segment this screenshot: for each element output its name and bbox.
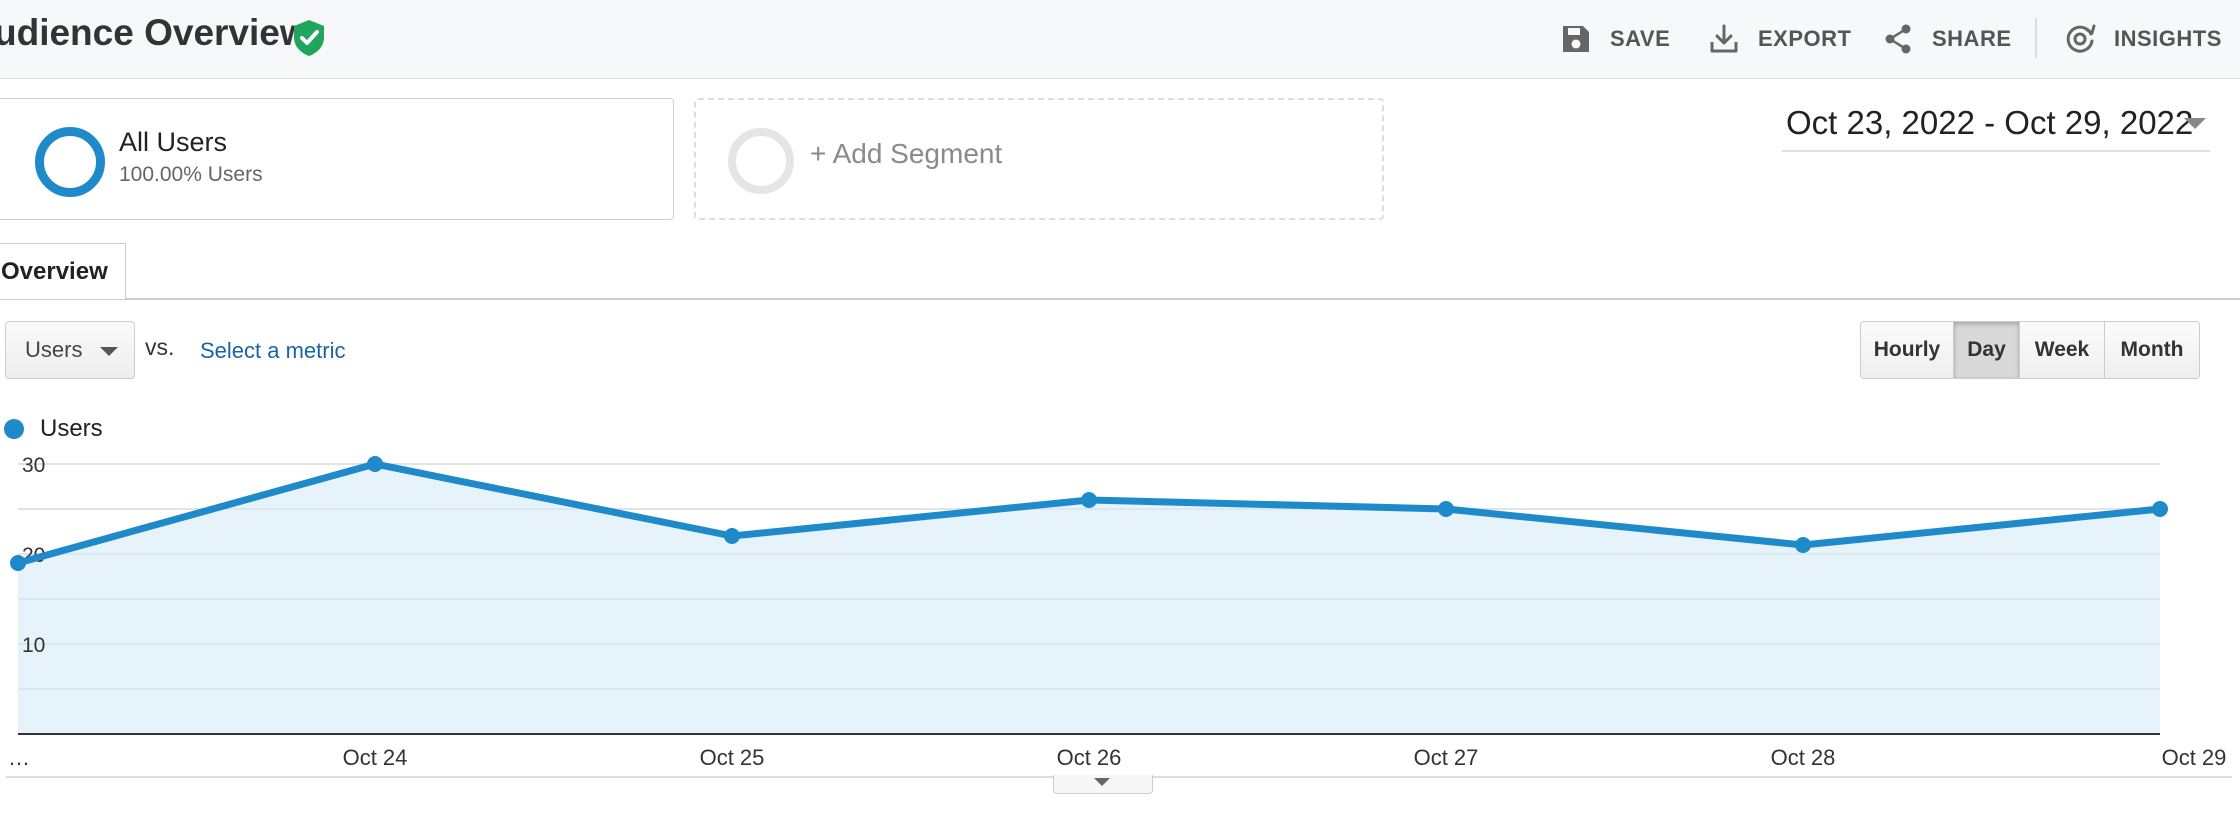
series-area bbox=[18, 464, 2160, 734]
segment-percentage: 100.00% Users bbox=[119, 163, 263, 186]
y-tick-label: 30 bbox=[22, 455, 45, 477]
tab-divider bbox=[0, 298, 2240, 300]
tab-label: Overview bbox=[1, 258, 108, 285]
data-point bbox=[1081, 492, 1097, 508]
hourly-button[interactable]: Hourly bbox=[1861, 322, 1954, 378]
add-segment-label: + Add Segment bbox=[810, 138, 1003, 169]
data-point bbox=[1795, 537, 1811, 553]
save-button[interactable]: SAVE bbox=[1560, 20, 1670, 58]
segment-name: All Users bbox=[119, 127, 228, 157]
legend-label: Users bbox=[40, 415, 103, 442]
segment-all-users[interactable]: All Users 100.00% Users bbox=[0, 98, 674, 220]
day-button[interactable]: Day bbox=[1954, 322, 2020, 378]
insights-label: INSIGHTS bbox=[2114, 26, 2222, 51]
legend-marker bbox=[4, 419, 24, 439]
month-button[interactable]: Month bbox=[2105, 322, 2199, 378]
chevron-down-icon bbox=[1094, 778, 1110, 786]
share-label: SHARE bbox=[1932, 26, 2012, 51]
x-tick-label: Oct 28 bbox=[1771, 745, 1836, 770]
chevron-down-icon bbox=[2184, 118, 2206, 129]
export-icon bbox=[1710, 24, 1738, 53]
page-title: udience Overview bbox=[0, 12, 309, 53]
x-tick-label: Oct 26 bbox=[1057, 745, 1122, 770]
data-point bbox=[1438, 501, 1454, 517]
vs-label: vs. bbox=[145, 334, 175, 360]
segment-ring-icon bbox=[35, 127, 105, 197]
x-tick-label: Oct 27 bbox=[1414, 745, 1479, 770]
verified-shield-icon bbox=[294, 20, 324, 56]
data-point bbox=[2152, 501, 2168, 517]
save-label: SAVE bbox=[1610, 26, 1671, 51]
export-label: EXPORT bbox=[1758, 26, 1852, 51]
date-range-picker[interactable]: Oct 23, 2022 - Oct 29, 2022 bbox=[1782, 100, 2210, 152]
toolbar-divider bbox=[2035, 18, 2037, 58]
segment-ring-icon bbox=[728, 128, 794, 194]
tab-overview[interactable]: Overview bbox=[0, 243, 126, 299]
save-icon bbox=[1563, 26, 1589, 52]
x-tick-label: Oct 29 bbox=[2162, 745, 2227, 770]
x-tick-label: Oct 25 bbox=[700, 745, 765, 770]
share-button[interactable]: SHARE bbox=[1882, 20, 2012, 58]
data-point bbox=[724, 528, 740, 544]
data-point bbox=[10, 555, 26, 571]
x-tick-label: Oct 24 bbox=[343, 745, 408, 770]
chevron-down-icon bbox=[100, 347, 118, 356]
export-button[interactable]: EXPORT bbox=[1708, 20, 1851, 58]
week-button[interactable]: Week bbox=[2020, 322, 2105, 378]
y-tick-label: 10 bbox=[22, 634, 45, 657]
chart-collapse-handle[interactable] bbox=[1053, 775, 1153, 794]
add-segment-button[interactable]: + Add Segment bbox=[694, 98, 1384, 220]
metric-selected: Users bbox=[25, 337, 83, 362]
data-point bbox=[367, 456, 383, 472]
x-tick-label: … bbox=[8, 745, 30, 770]
date-range-label: Oct 23, 2022 - Oct 29, 2022 bbox=[1786, 104, 2194, 141]
header-bar: udience Overview SAVE EXPORT SHARE bbox=[0, 0, 2240, 79]
select-metric-link[interactable]: Select a metric bbox=[200, 338, 346, 363]
insights-button[interactable]: INSIGHTS bbox=[2064, 20, 2222, 58]
insights-icon bbox=[2066, 24, 2096, 53]
granularity-toggle: Hourly Day Week Month bbox=[1860, 321, 2200, 379]
share-icon bbox=[1885, 24, 1911, 54]
metric-dropdown[interactable]: Users bbox=[5, 321, 135, 379]
